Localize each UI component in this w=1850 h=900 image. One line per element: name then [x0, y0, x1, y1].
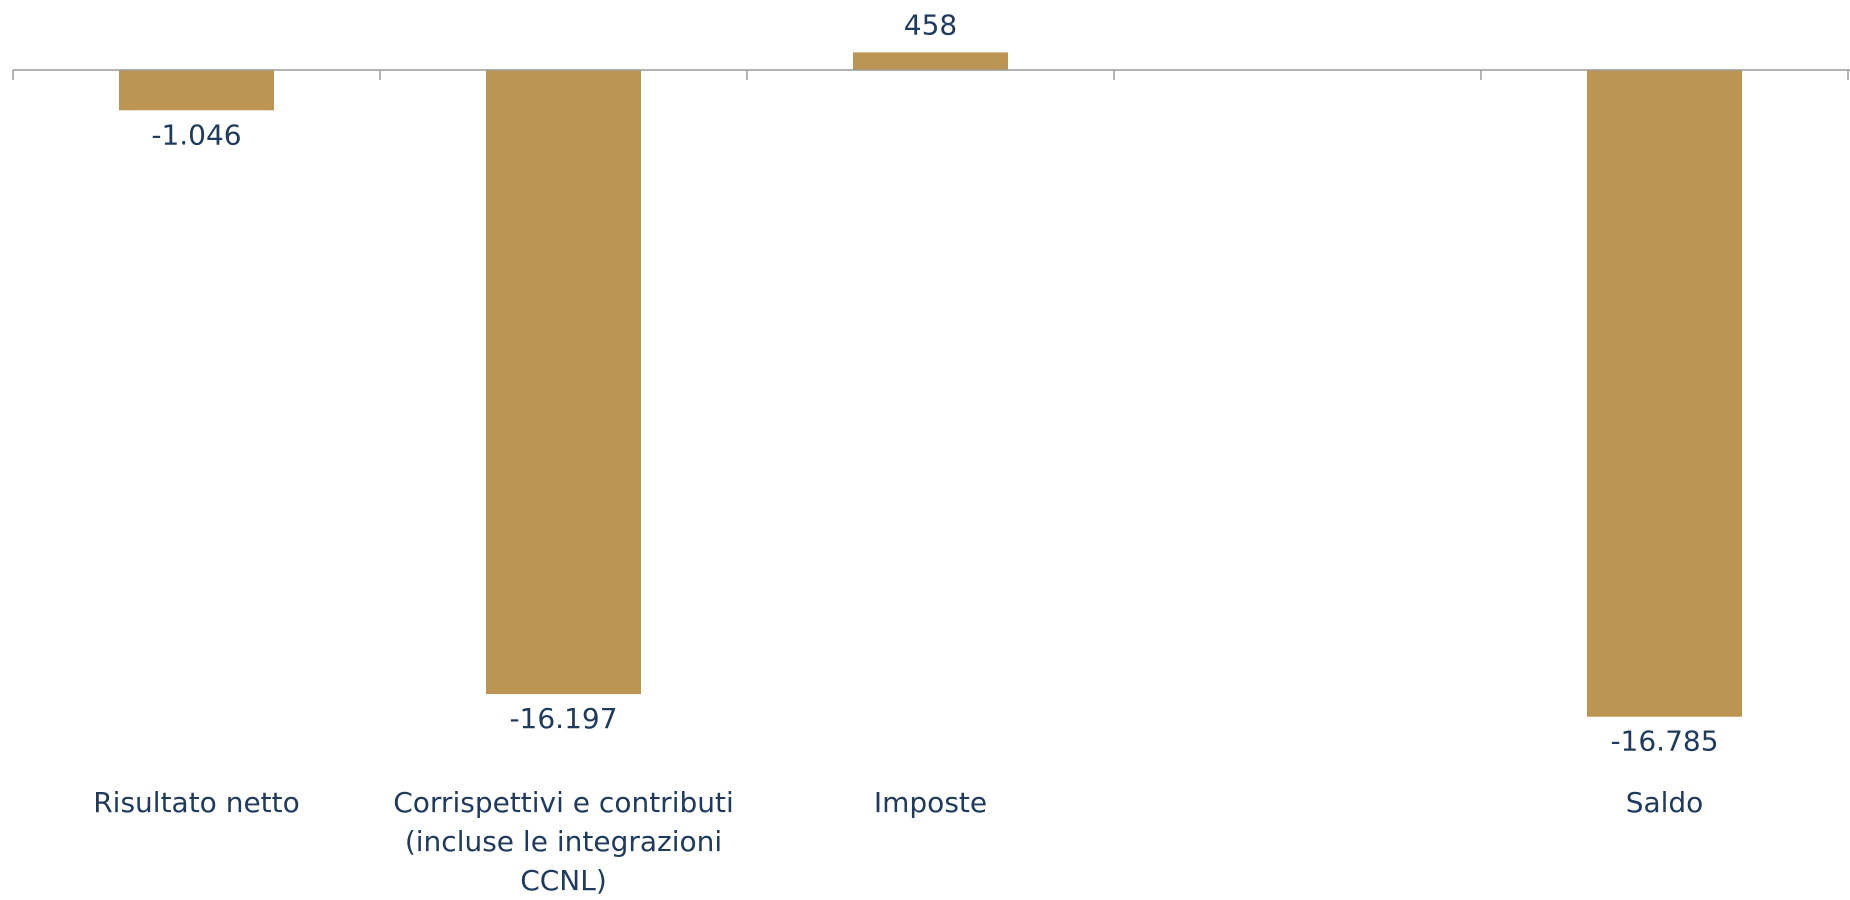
- x-axis-ticks: [12, 70, 1849, 80]
- bar: [853, 52, 1008, 70]
- category-label: Corrispettivi e contributi: [393, 786, 734, 819]
- bar: [486, 70, 641, 695]
- category-label: (incluse le integrazioni: [405, 825, 722, 858]
- category-label: Saldo: [1626, 786, 1704, 819]
- data-label: 458: [904, 8, 957, 41]
- data-label: -16.197: [509, 702, 617, 735]
- data-label: -16.785: [1610, 725, 1718, 758]
- category-labels-group: Risultato netto Corrispettivi e contribut…: [93, 786, 1703, 897]
- bar: [119, 70, 274, 111]
- bar: [1587, 70, 1742, 717]
- bars-group: [119, 52, 1742, 717]
- category-label: Risultato netto: [93, 786, 300, 819]
- category-label: Imposte: [874, 786, 987, 819]
- category-label: CCNL): [520, 864, 607, 897]
- data-labels-group: -1.046 -16.197 458 -16.785: [151, 8, 1718, 757]
- data-label: -1.046: [151, 118, 241, 151]
